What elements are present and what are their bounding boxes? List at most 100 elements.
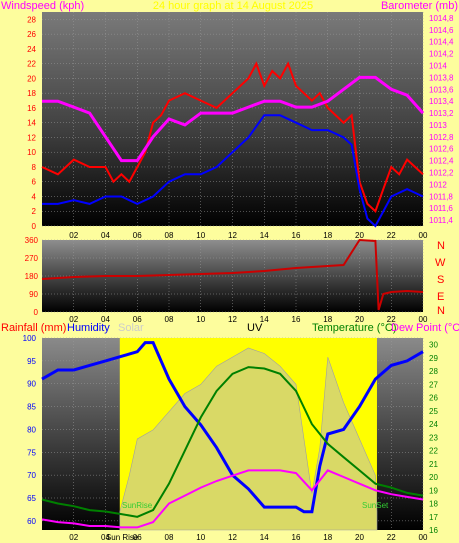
y-right-tick: 1012 [429,180,447,189]
y-left-tick: 22 [27,60,36,69]
y-left-tick: 26 [27,30,36,39]
y-left-tick: 90 [29,290,38,299]
series-line [41,238,424,311]
x-tick-label: 00 [419,231,428,240]
x-tick-label: 06 [133,533,142,542]
y-right-tick: 1014,8 [429,14,454,23]
x-tick-label: 10 [196,315,205,324]
series-line [41,61,424,213]
series-line [41,469,424,529]
y-right-tick: 1011,6 [429,204,453,213]
x-tick-label: 18 [323,231,332,240]
compass-n-bottom: N [437,305,445,317]
y-left-tick: 16 [27,104,36,113]
y-right-tick: 1013,2 [429,109,454,118]
y-right-tick: 29 [429,354,438,363]
x-tick-label: 10 [196,533,205,542]
legend-rainfall: Rainfall (mm) [1,322,66,334]
x-tick-label: 02 [69,231,78,240]
y-right-tick: 21 [429,460,438,469]
y-left-tick: 95 [27,357,36,366]
y-right-tick: 1014,4 [429,38,454,47]
y-left-tick: 28 [27,15,36,24]
series-line [42,75,425,163]
y-right-tick: 1013,8 [429,73,454,82]
x-tick-label: 02 [69,533,78,542]
y-right-tick: 20 [429,473,438,482]
x-tick-label: 22 [387,231,396,240]
x-tick-label: 02 [69,315,78,324]
y-left-tick: 20 [27,74,36,83]
y-right-tick: 1012,6 [429,145,454,154]
x-tick-label: 06 [133,315,142,324]
legend-uv: UV [247,322,263,334]
y-left-tick: 0 [34,308,39,317]
y-right-tick: 1012,8 [429,133,454,142]
y-right-tick: 27 [429,380,438,389]
x-tick-label: 22 [387,315,396,324]
y-right-tick: 23 [429,433,438,442]
legend-temperature: Temperature (°C) [312,322,396,334]
y-right-tick: 1013 [429,121,447,130]
y-right-tick: 1014,2 [429,50,454,59]
top-left-axis-label: Windspeed (kph) [1,0,84,12]
y-left-tick: 85 [27,403,36,412]
y-left-tick: 4 [32,192,37,201]
x-tick-label: 08 [165,231,174,240]
y-right-tick: 19 [429,486,438,495]
compass-e: E [437,291,444,303]
x-tick-label: 12 [228,315,237,324]
x-tick-label: 08 [165,315,174,324]
x-tick-label: 10 [196,231,205,240]
sunrise-annotation: SunRise [122,501,153,510]
compass-n-top: N [437,240,445,252]
x-tick-label: 06 [133,231,142,240]
y-left-tick: 10 [27,148,36,157]
x-tick-label: 04 [101,315,110,324]
y-right-tick: 1011,8 [429,192,453,201]
y-right-tick: 25 [429,407,438,416]
legend-solar: Solar [118,322,144,334]
compass-s: S [437,274,444,286]
x-tick-label: Sun Rise [106,533,139,542]
y-left-tick: 0 [32,222,37,231]
compass-w: W [435,257,446,269]
y-left-tick: 90 [27,380,36,389]
y-left-tick: 75 [27,448,36,457]
series-line [41,341,424,514]
y-left-tick: 70 [27,471,36,480]
y-right-tick: 28 [429,367,438,376]
x-tick-label: 08 [165,533,174,542]
series-lines [41,61,425,529]
tick-labels: 02468101214161820222426281011,41011,6101… [23,14,454,542]
y-right-tick: 26 [429,394,438,403]
x-tick-label: 04 [101,231,110,240]
x-tick-label: 14 [260,533,269,542]
y-left-tick: 18 [27,89,36,98]
x-tick-label: 04 [101,533,110,542]
y-right-tick: 1012,2 [429,169,454,178]
y-right-tick: 24 [429,420,438,429]
series-line [41,366,424,518]
x-tick-label: 12 [228,231,237,240]
y-left-tick: 360 [25,236,39,245]
y-right-tick: 22 [429,447,438,456]
sunset-annotation: SunSet [362,501,389,510]
solar-area [119,338,378,531]
y-left-tick: 65 [27,494,36,503]
y-left-tick: 60 [27,517,36,526]
y-right-tick: 18 [429,500,438,509]
x-tick-label: 12 [228,533,237,542]
y-right-tick: 1012,4 [429,157,454,166]
y-left-tick: 24 [27,45,36,54]
y-right-tick: 16 [429,526,438,535]
y-right-tick: 1014,6 [429,26,454,35]
x-tick-label: 00 [419,533,428,542]
y-left-tick: 100 [23,334,37,343]
x-tick-label: 16 [292,231,301,240]
y-right-tick: 1014 [429,62,447,71]
x-tick-label: 20 [355,533,364,542]
y-left-tick: 6 [32,178,37,187]
wind-plot-area [42,12,423,226]
